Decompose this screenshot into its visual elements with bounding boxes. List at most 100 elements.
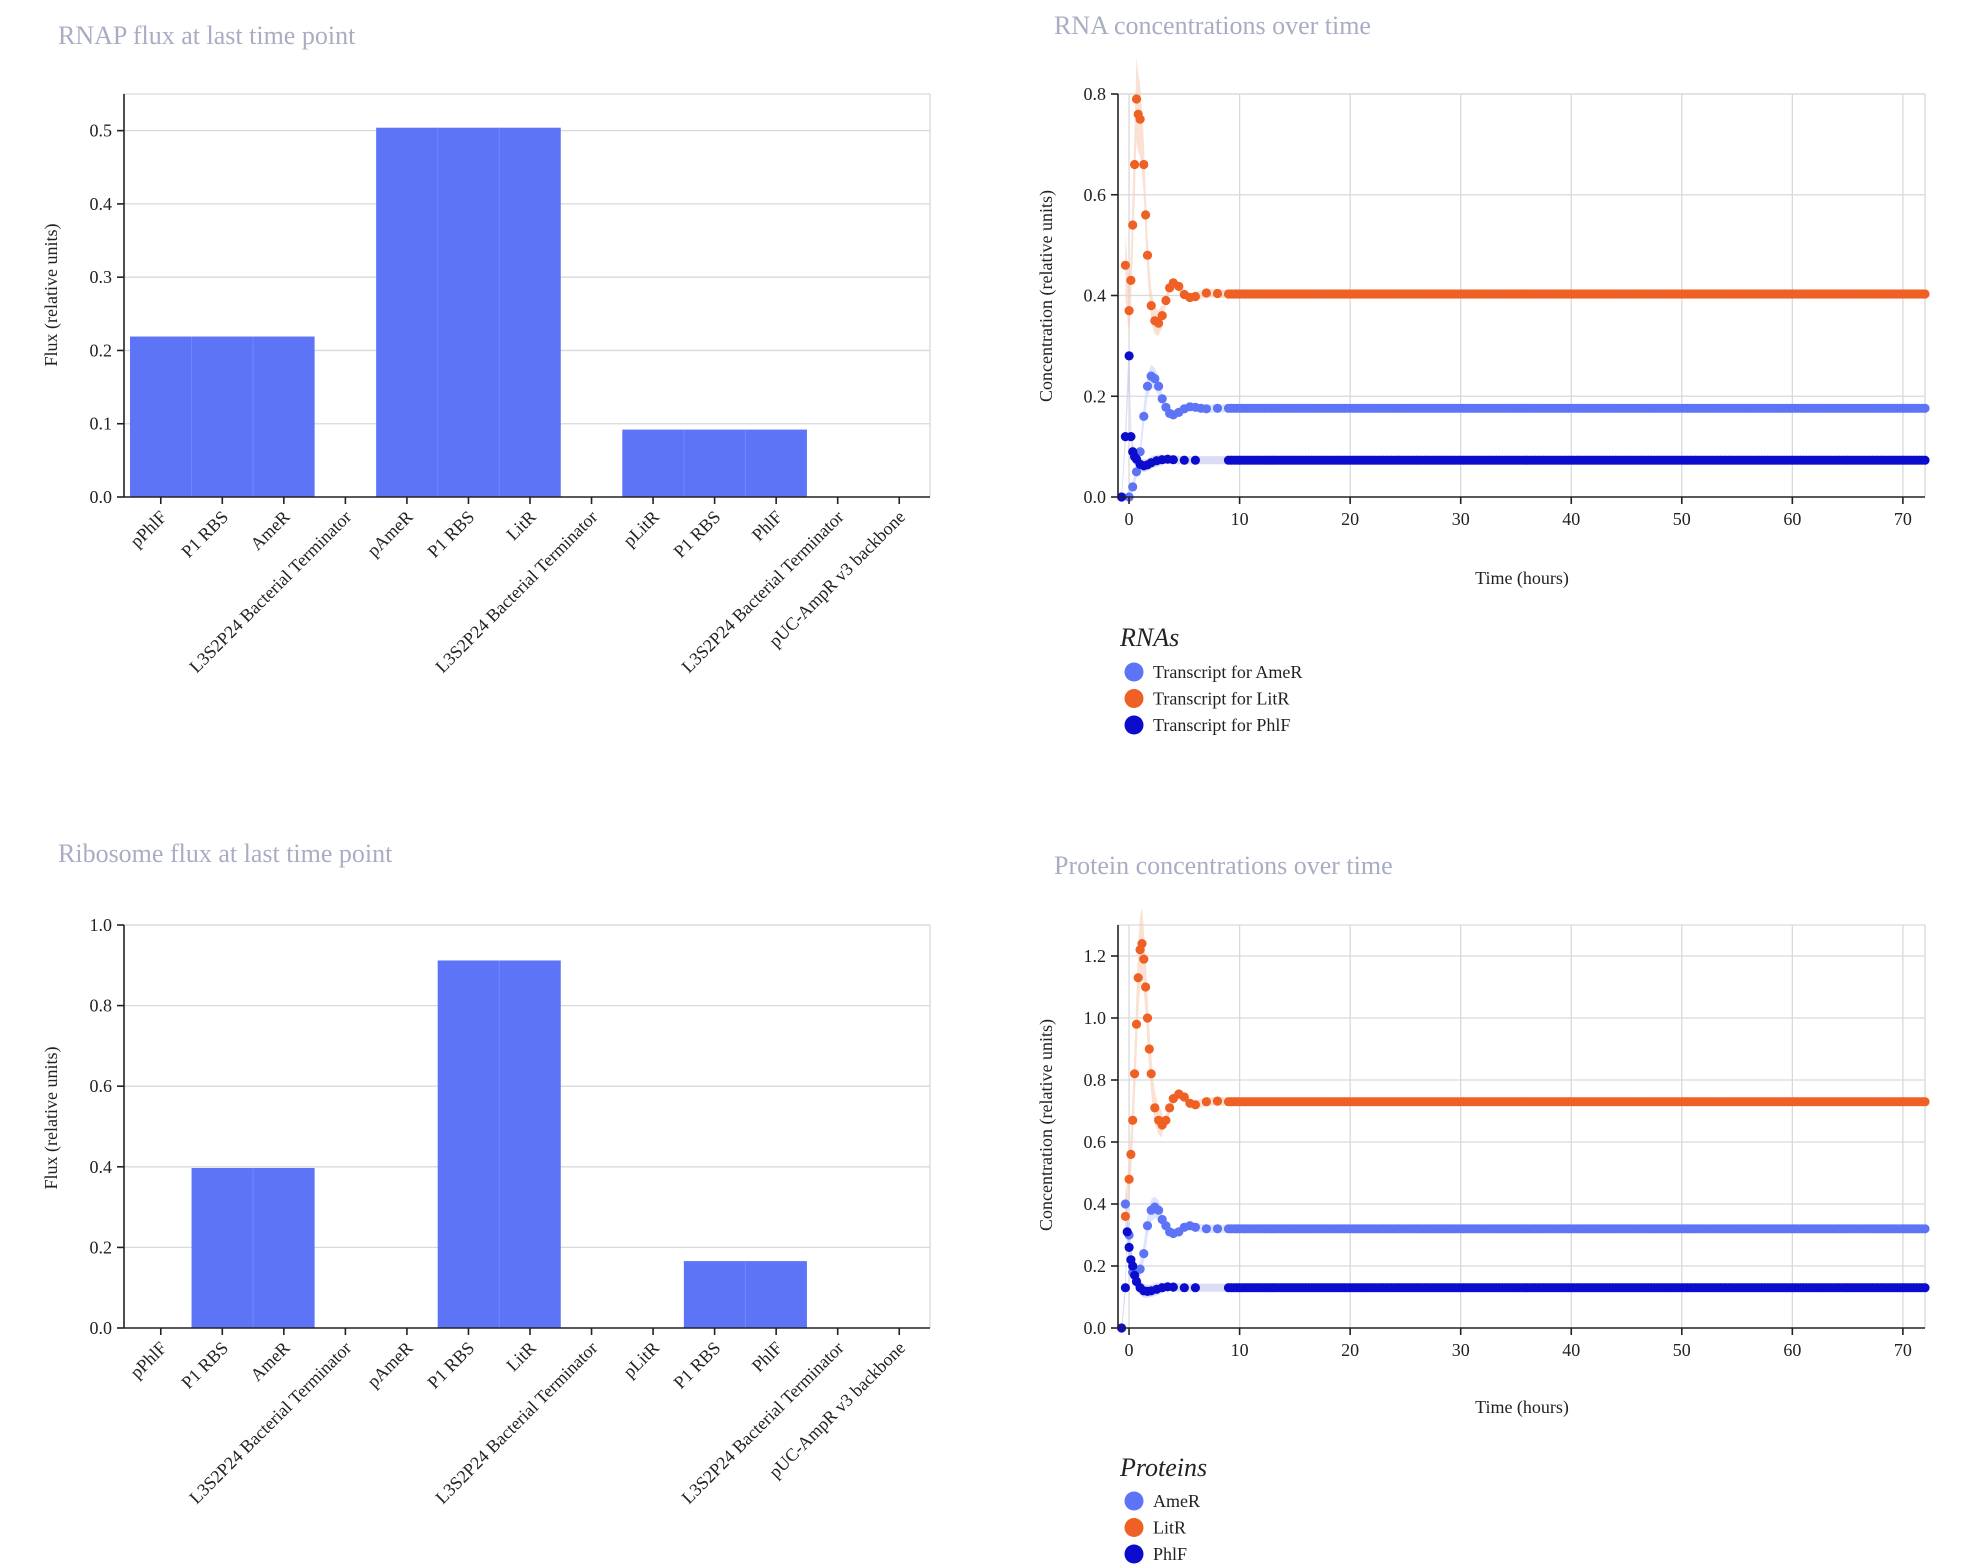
protein-point-phlf [1168, 1282, 1178, 1292]
rna-point-transcript-for-litr [1146, 301, 1156, 311]
protein-y-tick-label: 0.0 [1084, 1318, 1107, 1338]
protein-point-phlf [1120, 1283, 1130, 1293]
rna-point-transcript-for-amer [1154, 381, 1164, 391]
rna-point-transcript-for-litr [1135, 114, 1145, 124]
rnap-category-label: pLitR [619, 507, 663, 551]
ribosome-bar-p1-rbs-1 [191, 1168, 254, 1328]
protein-x-tick-label: 30 [1452, 1340, 1470, 1360]
protein-series-phlf [1117, 1227, 1930, 1333]
rna-y-ticks: 0.0 0.2 0.4 0.6 0.8 [1084, 84, 1118, 507]
protein-point-phlf [1128, 1261, 1138, 1271]
rna-point-transcript-for-litr [1212, 288, 1223, 299]
rnap-y-ticks: 0.0 0.1 0.2 0.3 0.4 0.5 [90, 121, 124, 507]
protein-point-litr [1201, 1097, 1211, 1107]
rnap-category-label: AmeR [246, 507, 293, 554]
protein-uncertainty-bands [1121, 908, 1925, 1328]
rna-point-transcript-for-phlf [1190, 455, 1200, 465]
rna-point-transcript-for-phlf [1179, 455, 1189, 465]
protein-point-phlf [1122, 1227, 1132, 1237]
protein-point-litr [1130, 1069, 1140, 1079]
protein-y-tick-label: 1.0 [1084, 1008, 1107, 1028]
rna-axes [1117, 94, 1925, 498]
protein-legend-title: Proteins [1119, 1453, 1207, 1482]
protein-point-phlf [1190, 1283, 1200, 1293]
rnap-chart-title: RNAP flux at last time point [58, 21, 356, 50]
protein-point-litr [1165, 1103, 1175, 1113]
ribosome-bar-litr-6 [499, 960, 561, 1328]
ribosome-category-label: pAmeR [363, 1338, 417, 1392]
protein-point-litr [1190, 1100, 1200, 1110]
protein-point-litr [1146, 1069, 1156, 1079]
rnap-flux-chart: RNAP flux at last time point Flux (relat… [41, 21, 931, 677]
protein-chart-title: Protein concentrations over time [1054, 851, 1393, 880]
protein-legend-label-amer: AmeR [1153, 1491, 1200, 1511]
protein-y-axis-label: Concentration (relative units) [1036, 1019, 1057, 1231]
rna-point-transcript-for-amer [1131, 467, 1142, 477]
rnap-y-tick-label: 0.1 [90, 414, 113, 434]
ribosome-category-label: pLitR [619, 1338, 663, 1382]
protein-point-litr [1144, 1044, 1154, 1054]
rna-point-transcript-for-phlf [1124, 351, 1134, 361]
rna-point-transcript-for-amer [1150, 374, 1160, 384]
rna-legend: RNAs Transcript for AmeR Transcript for L… [1119, 623, 1302, 735]
ribosome-bar-p1-rbs-9 [683, 1261, 746, 1328]
ribosome-y-axis-label: Flux (relative units) [41, 1047, 62, 1190]
protein-point-litr [1137, 939, 1147, 949]
rnap-bar-pamer-4 [376, 127, 438, 498]
rna-legend-items: Transcript for AmeR Transcript for LitR Tr… [1124, 662, 1302, 735]
rna-y-tick-label: 0.2 [1084, 386, 1107, 406]
rna-x-tick-label: 10 [1231, 509, 1249, 529]
protein-concentration-chart: Protein concentrations over time Concent… [1036, 851, 1930, 1564]
ribosome-bar-p1-rbs-5 [437, 960, 500, 1328]
rnap-bar-p1-rbs-9 [683, 429, 746, 497]
rna-point-transcript-for-amer [1920, 403, 1930, 413]
rnap-category-label: pAmeR [363, 507, 417, 561]
protein-point-amer [1201, 1224, 1211, 1234]
protein-point-amer [1142, 1221, 1153, 1231]
rnap-bar-p1-rbs-5 [437, 127, 500, 498]
rna-x-tick-label: 50 [1673, 509, 1691, 529]
rna-point-transcript-for-litr [1154, 318, 1164, 328]
protein-x-tick-label: 0 [1125, 1340, 1134, 1360]
ribosome-y-tick-label: 1.0 [90, 915, 113, 935]
rnap-category-label: P1 RBS [423, 507, 478, 562]
protein-band-litr [1125, 908, 1925, 1234]
protein-y-tick-label: 0.6 [1084, 1132, 1107, 1152]
rna-point-transcript-for-amer [1139, 411, 1149, 421]
protein-point-amer [1920, 1224, 1930, 1234]
rnap-category-label: P1 RBS [177, 507, 232, 562]
protein-point-litr [1150, 1103, 1160, 1113]
protein-y-tick-label: 0.8 [1084, 1070, 1107, 1090]
protein-legend-swatch-amer [1124, 1491, 1144, 1511]
protein-x-tick-label: 10 [1231, 1340, 1249, 1360]
ribosome-bar-phlf-10 [745, 1261, 807, 1328]
ribosome-bar-amer-2 [253, 1168, 315, 1328]
rna-point-transcript-for-litr [1131, 94, 1142, 104]
ribosome-y-tick-label: 0.2 [90, 1237, 113, 1257]
rna-x-tick-label: 20 [1341, 509, 1359, 529]
rna-point-transcript-for-phlf [1168, 455, 1178, 465]
rna-point-transcript-for-litr [1139, 159, 1149, 170]
rna-x-tick-label: 30 [1452, 509, 1470, 529]
protein-point-litr [1131, 1019, 1142, 1029]
ribosome-category-label: pPhlF [126, 1338, 171, 1383]
protein-y-tick-label: 1.2 [1084, 946, 1107, 966]
protein-point-litr [1142, 1013, 1153, 1023]
protein-x-tick-label: 60 [1783, 1340, 1801, 1360]
protein-point-amer [1212, 1224, 1223, 1234]
rna-point-transcript-for-amer [1201, 404, 1211, 414]
ribosome-y-tick-label: 0.8 [90, 996, 113, 1016]
protein-legend-swatch-phlf [1124, 1544, 1144, 1564]
rna-point-transcript-for-litr [1128, 220, 1138, 230]
rnap-bars [130, 127, 807, 498]
protein-y-tick-label: 0.4 [1084, 1194, 1107, 1214]
ribosome-category-label: P1 RBS [670, 1338, 725, 1393]
rna-point-transcript-for-litr [1120, 260, 1130, 270]
protein-legend-items: AmeR LitR PhlF [1124, 1491, 1200, 1564]
protein-point-litr [1126, 1149, 1136, 1159]
rna-legend-swatch-transcript-for-phlf [1124, 715, 1144, 735]
protein-y-tick-label: 0.2 [1084, 1256, 1107, 1276]
rna-legend-label-transcript-for-phlf: Transcript for PhlF [1153, 715, 1290, 735]
protein-point-litr [1139, 954, 1149, 964]
